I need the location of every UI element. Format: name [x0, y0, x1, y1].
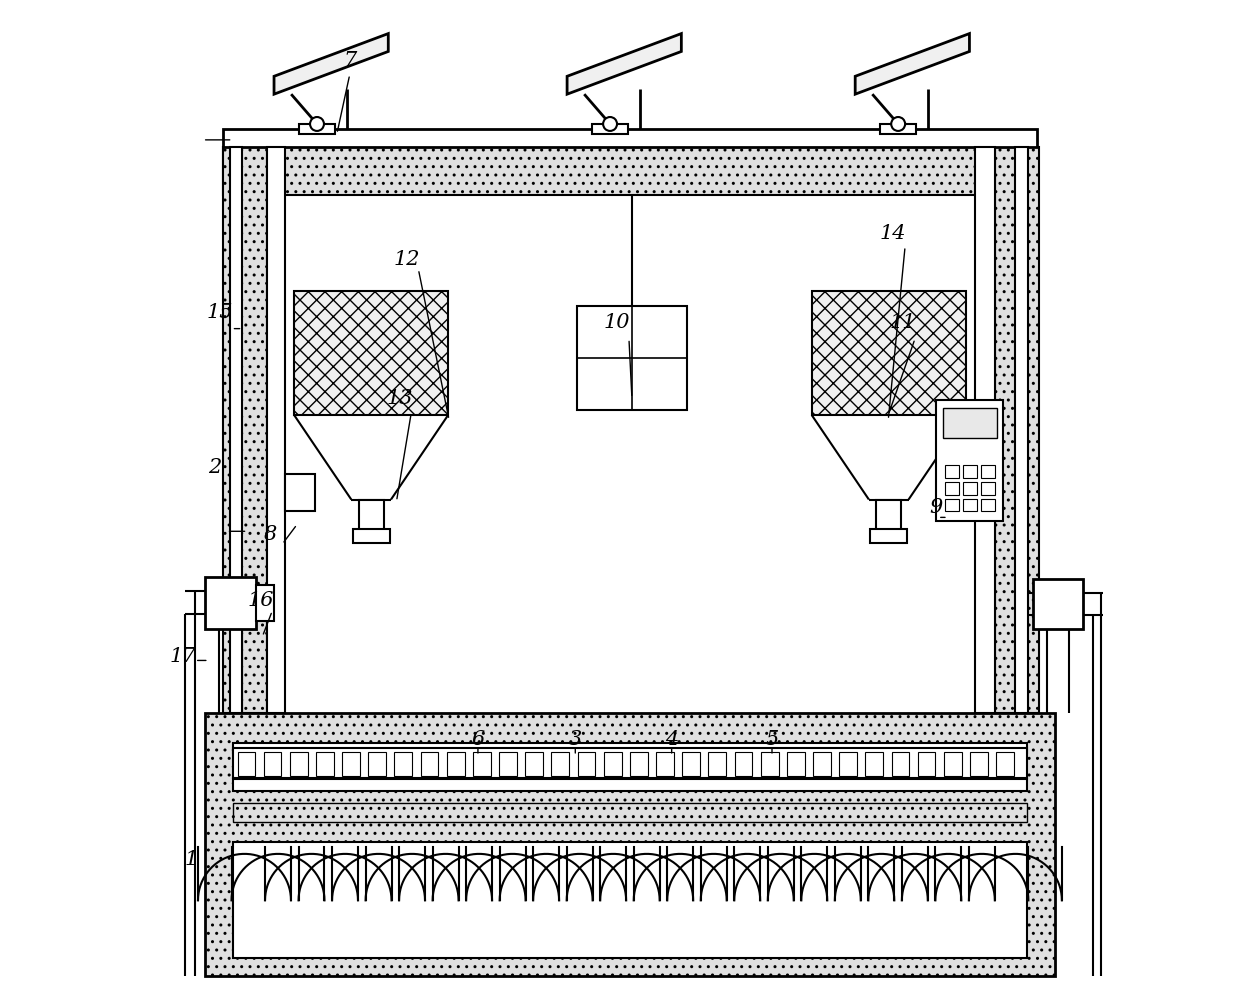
Bar	[1033, 579, 1083, 628]
Bar	[918, 752, 935, 775]
Text: 3: 3	[569, 730, 582, 749]
Text: 1: 1	[185, 849, 197, 868]
Bar	[352, 529, 389, 543]
Bar	[942, 409, 997, 438]
Bar	[358, 500, 383, 531]
Bar	[394, 752, 412, 775]
Bar	[839, 752, 857, 775]
Bar	[233, 842, 1027, 958]
Bar	[945, 499, 959, 511]
Bar	[760, 752, 779, 775]
Polygon shape	[567, 34, 681, 94]
Text: 14: 14	[880, 224, 906, 243]
Bar	[870, 529, 908, 543]
Bar	[552, 752, 569, 775]
Text: 7: 7	[343, 51, 356, 70]
Bar	[962, 465, 977, 478]
Bar	[233, 748, 1027, 777]
Text: 12: 12	[393, 250, 419, 269]
Text: 15: 15	[206, 304, 233, 323]
Bar	[223, 129, 1037, 147]
Bar	[996, 752, 1014, 775]
Bar	[866, 752, 883, 775]
Bar	[205, 713, 1055, 976]
Bar	[316, 752, 334, 775]
Text: 8: 8	[264, 524, 277, 543]
Bar	[268, 147, 285, 713]
Bar	[656, 752, 673, 775]
Circle shape	[892, 117, 905, 131]
Bar	[526, 752, 543, 775]
Text: 17: 17	[170, 647, 196, 666]
Text: 6: 6	[471, 730, 485, 749]
Bar	[500, 752, 517, 775]
Polygon shape	[856, 34, 970, 94]
Bar	[472, 752, 491, 775]
Bar	[945, 482, 959, 495]
Bar	[233, 778, 1027, 790]
Bar	[578, 306, 687, 411]
Bar	[944, 752, 962, 775]
Bar	[994, 147, 1039, 713]
Bar	[708, 752, 727, 775]
Bar	[446, 752, 465, 775]
Text: 5: 5	[765, 730, 779, 749]
Text: 16: 16	[247, 591, 274, 610]
Text: 2: 2	[208, 459, 221, 478]
Bar	[682, 752, 701, 775]
Bar	[981, 499, 994, 511]
Text: 11: 11	[890, 313, 916, 332]
Bar	[257, 585, 274, 620]
Text: 10: 10	[604, 313, 630, 332]
Bar	[368, 752, 386, 775]
Bar	[1016, 147, 1028, 713]
Bar	[264, 752, 281, 775]
Bar	[892, 752, 909, 775]
Bar	[812, 291, 966, 415]
Bar	[787, 752, 805, 775]
Circle shape	[310, 117, 324, 131]
Bar	[223, 147, 268, 713]
Bar	[233, 743, 1027, 753]
Bar	[233, 802, 1027, 822]
Bar	[593, 124, 627, 134]
Bar	[420, 752, 439, 775]
Bar	[285, 474, 315, 511]
Bar	[734, 752, 753, 775]
Bar	[936, 401, 1003, 521]
Bar	[945, 465, 959, 478]
Bar	[630, 752, 647, 775]
Bar	[294, 291, 448, 415]
Text: 13: 13	[386, 389, 413, 408]
Bar	[813, 752, 831, 775]
Circle shape	[603, 117, 618, 131]
Bar	[205, 577, 257, 628]
Bar	[962, 499, 977, 511]
Bar	[229, 147, 243, 713]
Bar	[975, 147, 994, 713]
Bar	[238, 752, 255, 775]
Bar	[578, 752, 595, 775]
Text: 4: 4	[665, 730, 678, 749]
Text: 9: 9	[929, 498, 942, 516]
Bar	[962, 482, 977, 495]
Bar	[880, 124, 916, 134]
Bar	[290, 752, 308, 775]
Bar	[981, 482, 994, 495]
Bar	[970, 752, 988, 775]
Bar	[299, 124, 335, 134]
Bar	[877, 500, 901, 531]
Polygon shape	[274, 34, 388, 94]
Bar	[604, 752, 621, 775]
Bar	[981, 465, 994, 478]
Bar	[342, 752, 360, 775]
Bar	[223, 147, 1037, 195]
